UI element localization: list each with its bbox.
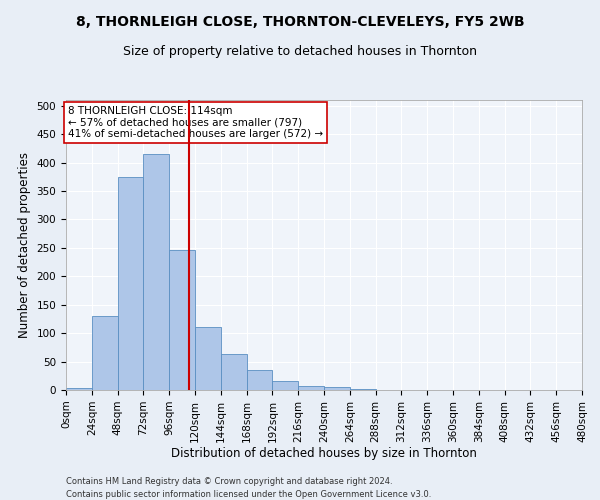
Bar [247,370,272,390]
Text: Size of property relative to detached houses in Thornton: Size of property relative to detached ho… [123,45,477,58]
Text: Contains HM Land Registry data © Crown copyright and database right 2024.: Contains HM Land Registry data © Crown c… [66,478,392,486]
Text: Contains public sector information licensed under the Open Government Licence v3: Contains public sector information licen… [66,490,431,499]
Bar [169,250,195,390]
Bar [92,316,118,390]
Bar [324,387,350,390]
Bar [298,386,324,390]
Text: 8 THORNLEIGH CLOSE: 114sqm
← 57% of detached houses are smaller (797)
41% of sem: 8 THORNLEIGH CLOSE: 114sqm ← 57% of deta… [68,106,323,139]
Text: 8, THORNLEIGH CLOSE, THORNTON-CLEVELEYS, FY5 2WB: 8, THORNLEIGH CLOSE, THORNTON-CLEVELEYS,… [76,15,524,29]
Bar [221,354,247,390]
Bar [272,382,298,390]
Bar [118,177,143,390]
Bar [143,154,169,390]
Y-axis label: Number of detached properties: Number of detached properties [18,152,31,338]
Bar [66,388,92,390]
X-axis label: Distribution of detached houses by size in Thornton: Distribution of detached houses by size … [171,448,477,460]
Bar [195,328,221,390]
